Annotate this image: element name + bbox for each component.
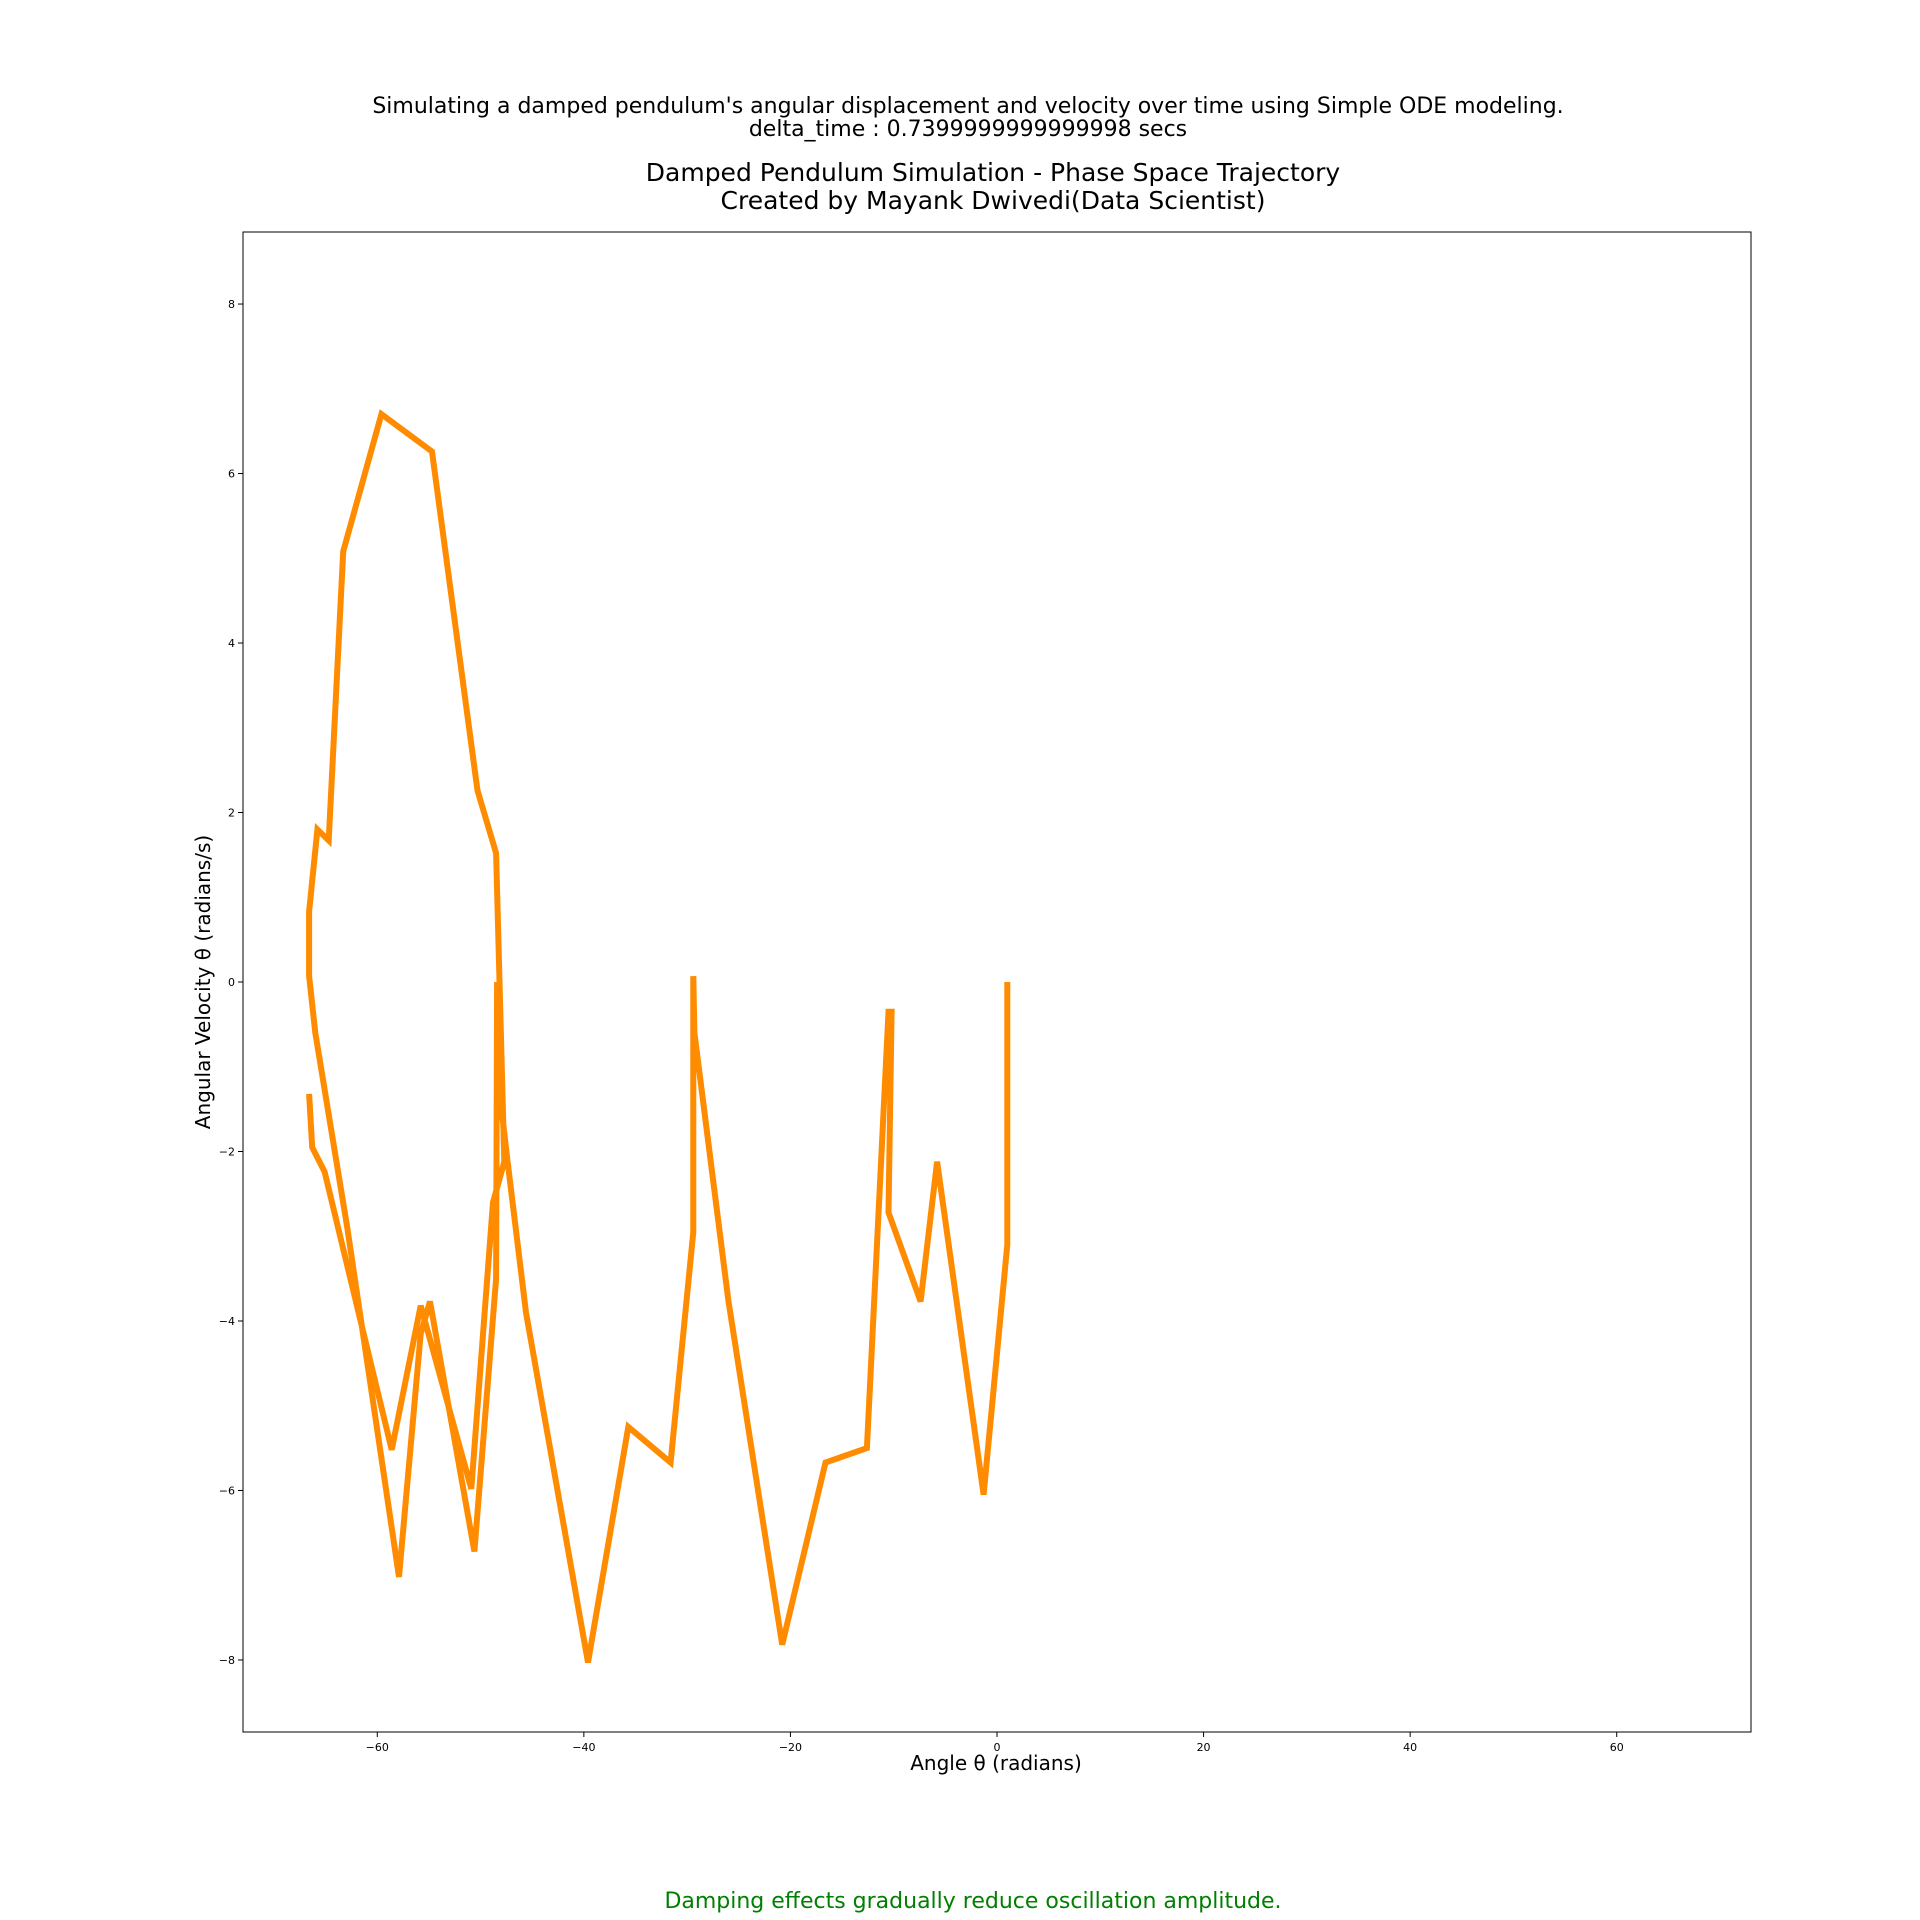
x-tick-label: 0 (994, 1741, 1001, 1754)
chart-title-line-1: Damped Pendulum Simulation - Phase Space… (646, 158, 1341, 187)
x-tick-label: 60 (1610, 1741, 1624, 1754)
y-tick-label: 6 (228, 468, 235, 481)
y-tick-label: −4 (219, 1315, 235, 1328)
x-tick-label: −20 (779, 1741, 802, 1754)
suptitle-line-1: Simulating a damped pendulum's angular d… (372, 94, 1563, 119)
y-tick-label: −2 (219, 1145, 235, 1158)
x-axis-label: Angle θ (radians) (910, 1751, 1082, 1775)
plot-frame (242, 231, 1752, 1733)
x-tick-label: −40 (572, 1741, 595, 1754)
x-tick-label: −60 (366, 1741, 389, 1754)
suptitle-line-2: delta_time : 0.7399999999999998 secs (749, 117, 1187, 142)
x-tick-label: 20 (1197, 1741, 1211, 1754)
x-tick-label: 40 (1403, 1741, 1417, 1754)
y-tick-label: −8 (219, 1654, 235, 1667)
trajectory-line (306, 409, 1011, 1664)
caption-text: Damping effects gradually reduce oscilla… (664, 1889, 1281, 1914)
y-tick-label: 4 (228, 637, 235, 650)
y-tick-label: 0 (228, 976, 235, 989)
y-axis-label: Angular Velocity θ (radians/s) (191, 835, 215, 1129)
chart-title-line-2: Created by Mayank Dwivedi(Data Scientist… (721, 186, 1266, 215)
y-tick-label: 8 (228, 298, 235, 311)
y-tick-label: 2 (228, 807, 235, 820)
y-tick-label: −6 (219, 1484, 235, 1497)
